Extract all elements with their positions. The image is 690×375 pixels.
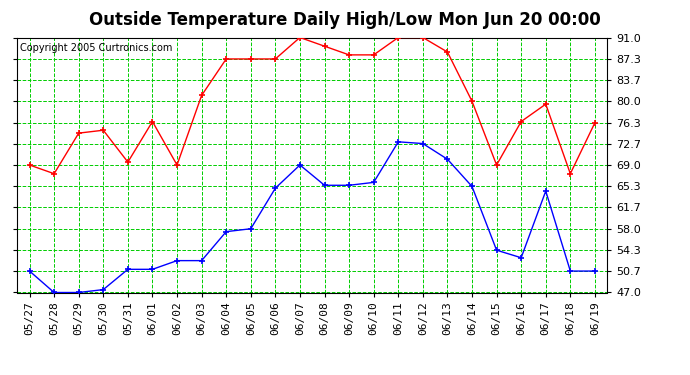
Text: Copyright 2005 Curtronics.com: Copyright 2005 Curtronics.com xyxy=(20,43,172,52)
Text: Outside Temperature Daily High/Low Mon Jun 20 00:00: Outside Temperature Daily High/Low Mon J… xyxy=(89,11,601,29)
